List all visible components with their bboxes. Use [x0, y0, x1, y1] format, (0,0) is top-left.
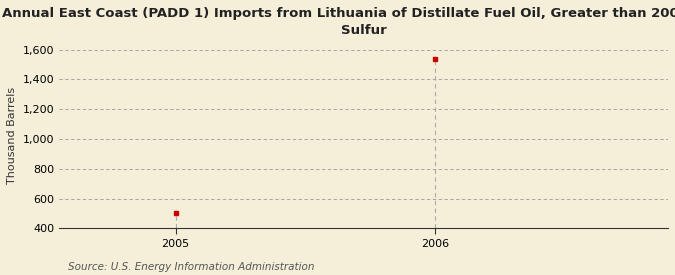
Title: Annual East Coast (PADD 1) Imports from Lithuania of Distillate Fuel Oil, Greate: Annual East Coast (PADD 1) Imports from … [2, 7, 675, 37]
Text: Source: U.S. Energy Information Administration: Source: U.S. Energy Information Administ… [68, 262, 314, 272]
Y-axis label: Thousand Barrels: Thousand Barrels [7, 87, 17, 184]
